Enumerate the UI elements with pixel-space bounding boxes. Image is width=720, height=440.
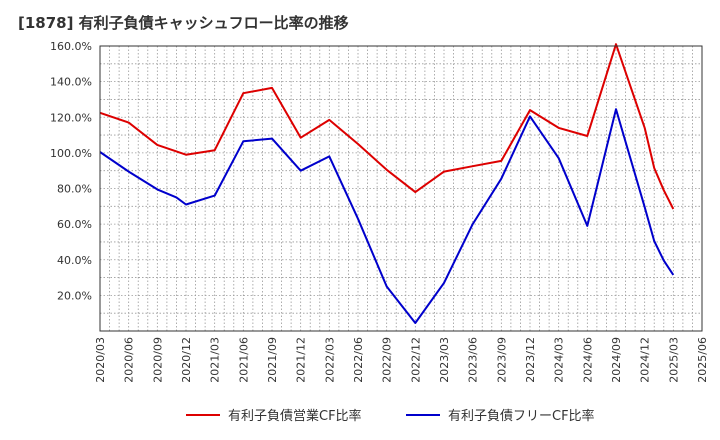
x-tick-label: 2025/06 [696,337,709,383]
grid-lines [100,46,702,331]
y-tick-label: 60.0% [57,218,92,231]
x-tick-label: 2023/09 [495,337,508,383]
x-tick-label: 2021/06 [237,337,250,383]
series-lines [99,43,675,324]
x-tick-label: 2022/09 [381,337,394,383]
x-tick-label: 2023/12 [524,337,537,383]
x-tick-label: 2024/12 [639,337,652,383]
x-tick-label: 2023/03 [438,337,451,383]
x-tick-label: 2020/09 [151,337,164,383]
x-tick-label: 2024/06 [581,337,594,383]
y-tick-label: 40.0% [57,254,92,267]
legend: 有利子負債営業CF比率 有利子負債フリーCF比率 [186,408,595,424]
x-tick-label: 2025/03 [667,337,680,383]
y-tick-label: 140.0% [50,76,92,89]
y-axis-ticks: 20.0% 40.0% 60.0% 80.0% 100.0% 120.0% 140.0% 16… [50,40,92,302]
x-tick-label: 2023/06 [467,337,480,383]
x-tick-label: 2021/09 [266,337,279,383]
x-axis-ticks: 2020/03 2020/06 2020/09 2020/12 2021/03 2021/… [94,337,709,383]
y-tick-label: 80.0% [57,183,92,196]
y-tick-label: 20.0% [57,289,92,302]
x-tick-label: 2021/03 [209,337,222,383]
plot-frame [99,45,703,332]
series-line-1 [99,43,675,210]
x-tick-label: 2020/06 [123,337,136,383]
x-tick-label: 2020/12 [180,337,193,383]
legend-label-1: 有利子負債営業CF比率 [228,408,362,424]
x-tick-label: 2024/09 [610,337,623,383]
x-tick-label: 2022/12 [409,337,422,383]
y-tick-label: 100.0% [50,147,92,160]
y-tick-label: 120.0% [50,111,92,124]
y-tick-label: 160.0% [50,40,92,53]
chart-title: [1878] 有利子負債キャッシュフロー比率の推移 [18,14,349,32]
series-line-2 [99,108,675,324]
x-tick-label: 2021/12 [295,337,308,383]
x-tick-label: 2022/06 [352,337,365,383]
x-tick-label: 2020/03 [94,337,107,383]
legend-label-2: 有利子負債フリーCF比率 [448,408,595,424]
x-tick-label: 2024/03 [553,337,566,383]
x-tick-label: 2022/03 [323,337,336,383]
